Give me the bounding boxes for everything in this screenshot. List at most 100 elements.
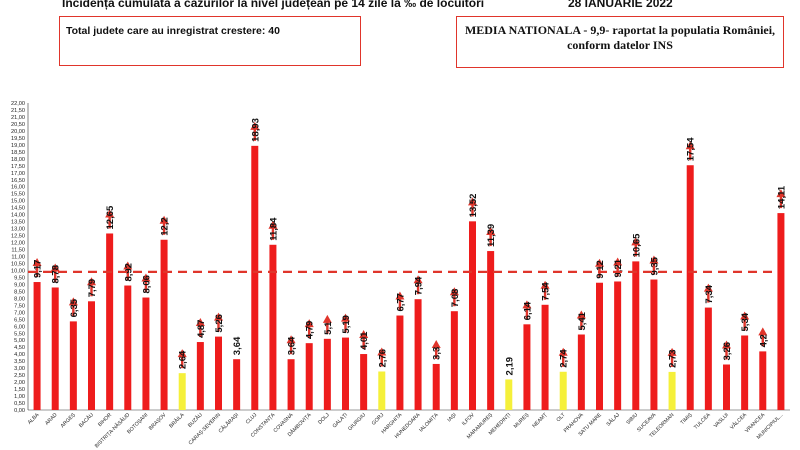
y-tick-label: 12,50 <box>11 234 25 240</box>
bar <box>686 165 694 410</box>
data-label: 14,11 <box>776 185 787 209</box>
data-label: 2,76 <box>377 349 388 368</box>
data-label: 6,77 <box>395 293 406 312</box>
bar <box>269 244 277 410</box>
increase-arrow-head <box>268 220 278 229</box>
y-tick-label: 14,00 <box>11 213 25 219</box>
y-tick-label: 2,50 <box>14 373 25 379</box>
bar <box>69 321 77 410</box>
national-average-line1: MEDIA NATIONALA - 9,9- raportat la popul… <box>464 23 776 37</box>
y-tick-label: 14,50 <box>11 206 25 212</box>
data-label: 8,78 <box>51 265 62 284</box>
bar <box>196 342 204 410</box>
category-label: GORJ <box>371 412 386 427</box>
increase-arrow-head <box>776 189 786 198</box>
category-label: OLT <box>556 412 568 424</box>
bar <box>51 287 59 410</box>
bar <box>741 335 749 410</box>
bar <box>160 239 168 410</box>
data-label: 12,2 <box>160 217 171 236</box>
y-tick-label: 12,00 <box>11 241 25 247</box>
category-label: NEAMȚ <box>531 412 549 430</box>
bar <box>251 145 259 410</box>
y-tick-label: 9,50 <box>14 275 25 281</box>
y-tick-label: 18,00 <box>11 157 25 163</box>
data-label: 2,19 <box>504 357 515 376</box>
y-tick-label: 9,00 <box>14 282 25 288</box>
data-label: 7,08 <box>450 289 461 308</box>
bar <box>178 373 186 410</box>
category-label: ALBA <box>27 412 41 426</box>
bar <box>342 337 349 410</box>
y-tick-label: 1,50 <box>14 387 25 393</box>
data-label: 8,06 <box>141 275 152 294</box>
date-label: 28 IANUARIE 2022 <box>568 0 673 10</box>
y-tick-label: 13,00 <box>11 227 25 233</box>
increase-arrow-head <box>685 141 695 150</box>
y-tick-label: 18,50 <box>11 150 25 156</box>
bar <box>396 315 404 410</box>
bar <box>88 301 95 410</box>
bar <box>704 307 712 410</box>
y-tick-label: 6,00 <box>14 324 25 330</box>
y-tick-label: 7,00 <box>14 310 25 316</box>
category-label: TULCEA <box>693 412 712 431</box>
national-average-line2: conform datelor INS <box>567 38 673 52</box>
y-tick-label: 2,00 <box>14 380 25 386</box>
increase-count-text: Total judete care au inregistrat crester… <box>66 25 280 37</box>
increase-arrow-head <box>377 347 387 356</box>
increase-arrow-head <box>667 347 677 356</box>
increase-arrow-head <box>304 319 314 328</box>
y-tick-label: 15,50 <box>11 192 25 198</box>
y-tick-label: 0,00 <box>14 408 25 414</box>
category-label: BRAȘOV <box>148 412 168 432</box>
category-label: ARAD <box>44 412 59 427</box>
increase-arrow-head <box>32 258 42 267</box>
increase-arrow-head <box>486 227 496 236</box>
bar <box>632 261 640 410</box>
data-label: 7,54 <box>541 282 552 301</box>
data-label: 6,35 <box>69 298 80 317</box>
bar <box>759 351 767 410</box>
bar <box>614 281 622 410</box>
increase-arrow-head <box>214 312 223 321</box>
increase-arrow-head <box>740 311 750 320</box>
category-label: GALAȚI <box>332 412 349 429</box>
category-label: CLUJ <box>245 412 259 426</box>
bar <box>233 359 241 410</box>
category-label: BUZĂU <box>186 411 204 429</box>
increase-arrow-head <box>595 258 604 267</box>
data-label: 7,79 <box>87 279 98 298</box>
data-label: 4,87 <box>196 320 207 339</box>
bar <box>541 304 549 410</box>
category-label: MUREȘ <box>513 412 531 430</box>
data-label: 5,19 <box>341 315 352 334</box>
data-label: 5,41 <box>577 311 588 330</box>
bar <box>360 354 368 410</box>
y-tick-label: 5,50 <box>14 331 25 337</box>
y-tick-label: 10,50 <box>11 261 25 267</box>
increase-arrow-head <box>195 318 205 327</box>
data-label: 4,2 <box>758 334 769 347</box>
y-tick-label: 7,50 <box>14 303 25 309</box>
increase-arrow-head <box>413 275 423 284</box>
bar <box>305 343 313 410</box>
category-label: DOLJ <box>317 412 331 426</box>
bar <box>596 282 603 410</box>
data-label: 3,64 <box>232 336 243 355</box>
national-average-box: MEDIA NATIONALA - 9,9- raportat la popul… <box>456 16 784 68</box>
data-label: 2,73 <box>668 349 679 368</box>
increase-arrow-head <box>87 277 96 286</box>
y-tick-label: 5,00 <box>14 338 25 344</box>
data-label: 17,54 <box>686 137 697 161</box>
bar <box>106 233 114 410</box>
y-tick-label: 17,00 <box>11 171 25 177</box>
increase-arrow-head <box>613 257 623 266</box>
data-label: 11,84 <box>268 217 279 241</box>
increase-arrow-head <box>286 335 296 344</box>
y-tick-label: 19,00 <box>11 143 25 149</box>
increase-arrow-head <box>123 261 133 270</box>
increase-arrow-head <box>50 263 60 272</box>
bar <box>777 213 785 410</box>
y-tick-label: 16,50 <box>11 178 25 184</box>
